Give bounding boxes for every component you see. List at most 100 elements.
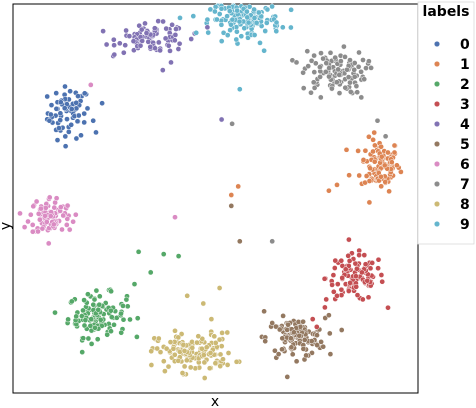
data-point-label-1 [370,136,376,143]
data-point-label-3 [352,260,359,267]
data-point-label-5 [280,313,286,319]
data-point-label-0 [73,105,80,112]
data-point-label-7 [326,65,332,71]
data-point-label-4 [162,35,169,42]
data-point-label-9 [251,15,258,21]
data-point-label-2 [95,306,102,313]
data-point-label-5 [303,352,309,359]
data-point-label-0 [81,119,88,126]
data-point-label-7 [363,65,369,71]
data-point-label-3 [356,252,362,258]
legend-marker-6 [433,160,441,168]
data-point-label-4 [103,41,110,48]
data-point-label-8 [216,336,223,343]
data-point-label-8 [192,365,199,372]
data-point-label-1 [382,179,389,185]
data-point-label-0 [93,129,99,136]
data-point-label-5 [288,335,294,342]
data-point-label-9 [244,14,251,21]
data-point-label-4 [147,44,154,50]
data-point-label-5 [289,351,296,358]
data-point-label-7 [354,89,361,96]
data-point-label-1 [355,148,361,154]
data-point-label-1 [391,149,398,156]
data-point-label-8 [189,339,195,345]
data-point-label-7 [229,120,235,127]
data-point-label-9 [218,5,225,12]
data-point-label-9 [177,15,183,21]
data-point-label-3 [332,257,339,264]
data-point-label-7 [329,85,335,92]
data-point-label-4 [123,27,129,34]
data-point-label-4 [204,24,211,31]
data-point-label-3 [353,273,359,280]
data-point-label-9 [245,19,252,26]
data-point-label-6 [59,226,65,233]
points-layer [17,3,404,381]
data-point-label-9 [269,3,275,10]
data-point-label-7 [300,69,306,76]
data-point-label-7 [345,74,352,80]
data-point-label-1 [367,165,373,172]
data-point-label-1 [378,173,384,180]
data-point-label-8 [180,341,187,348]
data-point-label-2 [147,269,154,276]
data-point-label-7 [347,79,353,86]
legend-marker-0 [433,40,441,48]
data-point-label-8 [201,375,208,381]
data-point-label-9 [227,27,233,33]
data-point-label-9 [257,40,263,46]
data-point-label-9 [264,6,271,13]
legend-label-5: 5 [460,137,470,153]
data-point-label-5 [326,330,333,337]
data-point-label-0 [75,93,81,99]
data-point-label-7 [332,54,339,61]
data-point-label-9 [233,36,240,43]
data-point-label-1 [378,143,384,150]
data-point-label-2 [93,287,100,294]
data-point-label-3 [361,252,368,258]
data-point-label-5 [300,318,306,325]
data-point-label-2 [52,309,58,316]
data-point-label-8 [184,292,191,299]
data-point-label-3 [364,277,371,284]
data-point-label-2 [118,310,124,317]
data-point-label-8 [220,356,226,363]
legend-marker-2 [433,80,441,88]
data-point-label-3 [359,269,365,276]
data-point-label-4 [151,25,158,32]
data-point-label-0 [44,93,51,100]
data-point-label-2 [108,314,115,320]
data-point-label-3 [321,275,328,282]
data-point-label-4 [126,33,133,39]
data-point-label-4 [163,25,170,32]
data-point-label-8 [181,363,188,370]
legend-label-0: 0 [460,37,470,53]
data-point-label-0 [81,90,88,97]
data-point-label-9 [218,38,225,44]
data-point-label-7 [351,73,358,80]
data-point-label-8 [208,316,215,322]
data-point-label-8 [195,333,202,340]
data-point-label-2 [82,317,89,323]
data-point-label-9 [204,16,211,23]
legend-label-7: 7 [460,177,470,193]
data-point-label-0 [62,133,69,140]
data-point-label-4 [176,40,183,47]
x-axis-label: x [211,394,219,408]
data-point-label-8 [175,334,182,341]
data-point-label-0 [64,116,70,122]
data-point-label-7 [344,66,350,73]
data-point-label-8 [225,350,232,356]
data-point-label-8 [200,352,207,358]
data-point-label-3 [330,272,337,278]
data-point-label-3 [346,258,353,264]
data-point-label-2 [111,321,117,328]
data-point-label-8 [217,363,224,369]
data-point-label-7 [347,89,354,95]
data-point-label-3 [345,288,352,294]
data-point-label-0 [54,137,61,143]
data-point-label-2 [81,322,88,329]
data-point-label-7 [336,72,343,78]
data-point-label-9 [288,24,294,31]
